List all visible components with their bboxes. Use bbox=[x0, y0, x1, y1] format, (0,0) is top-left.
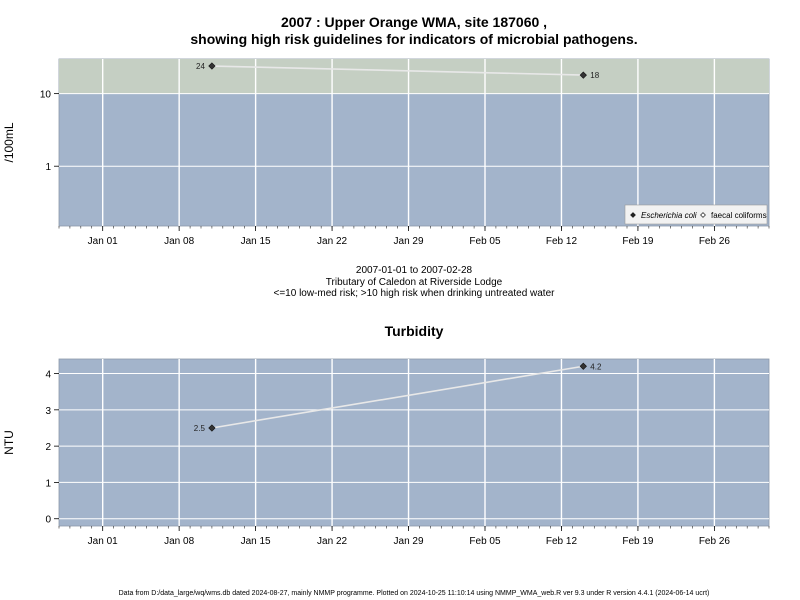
faecal-coliforms-marker-icon bbox=[700, 212, 706, 218]
y-tick-label: 2 bbox=[45, 442, 51, 453]
x-tick-label: Feb 12 bbox=[546, 536, 578, 547]
y-tick-label: 3 bbox=[45, 406, 51, 417]
subtitle-date-range: 2007-01-01 to 2007-02-28 bbox=[356, 265, 473, 276]
y-axis-label: /100mL bbox=[2, 122, 16, 162]
x-tick-label: Feb 19 bbox=[622, 236, 654, 247]
x-tick-label: Jan 01 bbox=[88, 236, 118, 247]
x-tick-label: Feb 05 bbox=[469, 536, 501, 547]
data-point-marker bbox=[208, 62, 216, 70]
chart-title-line2: showing high risk guidelines for indicat… bbox=[190, 31, 637, 47]
x-tick-label: Jan 22 bbox=[317, 536, 347, 547]
ecoli-marker-icon bbox=[630, 212, 636, 218]
x-tick-label: Feb 05 bbox=[469, 236, 501, 247]
legend-box bbox=[624, 204, 768, 225]
x-tick-label: Feb 26 bbox=[699, 236, 731, 247]
data-point-label: 24 bbox=[196, 62, 205, 71]
chart-title-line1: 2007 : Upper Orange WMA, site 187060 , bbox=[281, 14, 547, 30]
y-tick-label: 0 bbox=[45, 515, 51, 526]
data-point-label: 2.5 bbox=[194, 424, 206, 433]
x-tick-label: Jan 01 bbox=[88, 536, 118, 547]
series-line bbox=[211, 365, 584, 429]
data-point-marker bbox=[208, 424, 216, 432]
x-tick-label: Jan 15 bbox=[241, 536, 271, 547]
x-tick-label: Feb 12 bbox=[546, 236, 578, 247]
y-tick-label: 10 bbox=[40, 90, 52, 101]
x-tick-label: Feb 19 bbox=[622, 536, 654, 547]
data-point-label: 4.2 bbox=[590, 362, 602, 371]
legend-entry-label: Escherichia coli bbox=[641, 211, 697, 220]
high-risk-band bbox=[59, 59, 769, 94]
legend-entry-label: faecal coliforms bbox=[711, 211, 767, 220]
x-tick-label: Jan 29 bbox=[394, 536, 424, 547]
turbidity-title: Turbidity bbox=[385, 323, 444, 339]
legend: Escherichia coli faecal coliforms bbox=[624, 204, 768, 225]
x-tick-label: Feb 26 bbox=[699, 536, 731, 547]
data-point-label: 18 bbox=[590, 71, 599, 80]
subtitle-site-name: Tributary of Caledon at Riverside Lodge bbox=[326, 277, 503, 288]
y-axis-label: NTU bbox=[2, 430, 16, 455]
y-tick-label: 1 bbox=[45, 478, 51, 489]
y-tick-label: 1 bbox=[45, 162, 51, 173]
x-tick-label: Jan 22 bbox=[317, 236, 347, 247]
footer-note: Data from D:/data_large/wq/wms.db dated … bbox=[119, 590, 710, 597]
x-tick-label: Jan 08 bbox=[164, 236, 194, 247]
turbidity-plot-panel: 0 1 2 3 4 Jan 01 Jan 08 Jan 15 Jan 22 Jan 29 Feb 0… bbox=[2, 358, 770, 547]
x-tick-label: Jan 29 bbox=[394, 236, 424, 247]
ecoli-plot-panel: 1 10 Jan 01 Jan 08 Jan 15 Jan 22 Jan 29 Feb 05 F… bbox=[2, 58, 770, 247]
data-point-marker bbox=[579, 362, 587, 370]
y-tick-label: 4 bbox=[45, 370, 51, 381]
x-tick-label: Jan 15 bbox=[241, 236, 271, 247]
series-line bbox=[211, 65, 584, 76]
plot-background bbox=[58, 358, 770, 527]
x-tick-label: Jan 08 bbox=[164, 536, 194, 547]
subtitle-risk-note: <=10 low-med risk; >10 high risk when dr… bbox=[274, 288, 556, 299]
data-point-marker bbox=[579, 71, 587, 79]
